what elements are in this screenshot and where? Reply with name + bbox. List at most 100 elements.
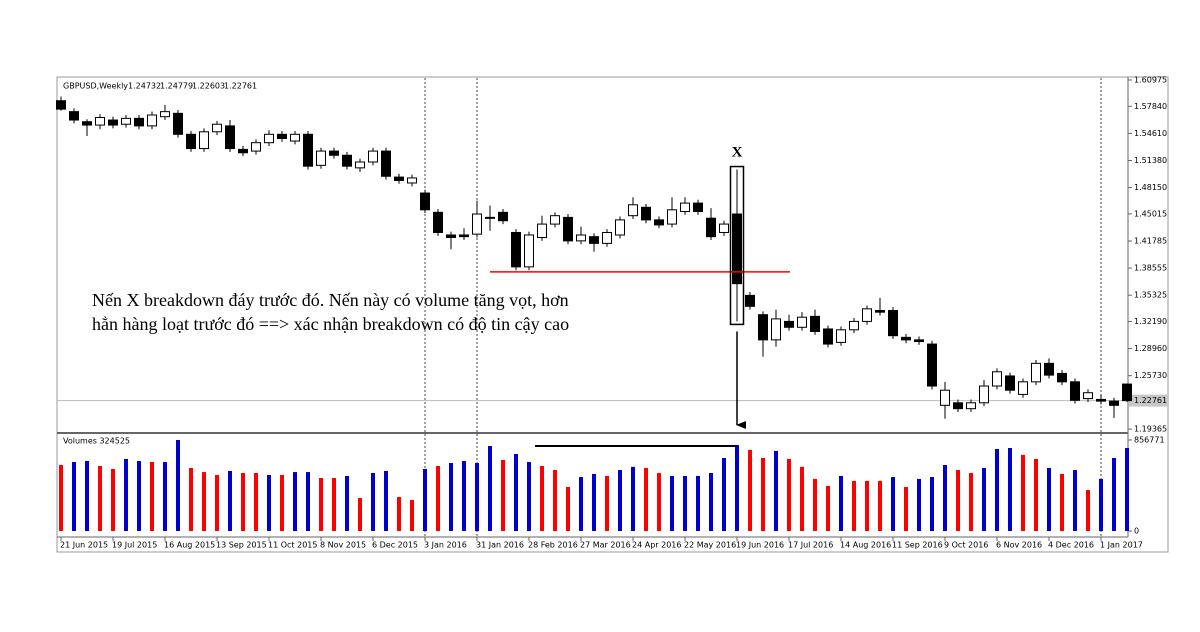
candle-body	[1096, 398, 1106, 402]
highlight-box	[729, 165, 745, 326]
candle-body	[836, 329, 846, 343]
candle-body	[615, 219, 625, 236]
candle-body	[706, 217, 716, 238]
candle-body	[407, 177, 417, 184]
candle-body	[667, 209, 677, 225]
candle-body	[641, 206, 651, 221]
x-tick-label: 16 Aug 2015	[164, 541, 215, 550]
candle-body	[745, 294, 755, 307]
candle-body	[355, 161, 365, 169]
candle-body	[1005, 375, 1015, 391]
volume-label: Volumes 324525	[63, 437, 130, 446]
y-tick-label: 1.25730	[1134, 371, 1167, 380]
candle-body	[732, 213, 742, 285]
candle-body	[173, 112, 183, 135]
candle-body	[199, 131, 209, 150]
candle-body	[472, 213, 482, 235]
candle-body	[264, 133, 274, 144]
candle-body	[56, 100, 66, 110]
x-tick-label: 8 Nov 2015	[320, 541, 366, 550]
header-low: 1.22603	[192, 82, 225, 91]
candle-body	[602, 231, 612, 244]
x-tick-label: 9 Oct 2016	[944, 541, 988, 550]
x-tick-label: 14 Aug 2016	[840, 541, 891, 550]
candle-body	[329, 150, 339, 156]
y-tick-label: 1.54610	[1134, 129, 1167, 138]
y-tick-label: 1.57840	[1134, 102, 1167, 111]
x-tick-label: 11 Oct 2015	[268, 541, 317, 550]
candle-body	[719, 223, 729, 233]
header-high: 1.24779	[160, 82, 193, 91]
x-tick-label: 13 Sep 2015	[216, 541, 267, 550]
current-price-box	[1129, 394, 1167, 407]
candle-body	[251, 142, 261, 152]
x-tick-label: 6 Nov 2016	[996, 541, 1042, 550]
candle-body	[342, 154, 352, 167]
y-tick-label: 1.51380	[1134, 156, 1167, 165]
candle-body	[394, 176, 404, 181]
candle-body	[290, 133, 300, 142]
candle-body	[212, 123, 222, 133]
x-tick-label: 4 Dec 2016	[1048, 541, 1094, 550]
y-tick-label: 1.19365	[1134, 425, 1167, 434]
candle-body	[537, 223, 547, 239]
candle-body	[680, 202, 690, 212]
candle-body	[368, 150, 378, 163]
x-tick-label: 1 Jan 2017	[1100, 541, 1143, 550]
candle-body	[914, 339, 924, 343]
header-close: 1.22761	[224, 82, 257, 91]
candle-body	[953, 402, 963, 410]
x-tick-label: 3 Jan 2016	[424, 541, 467, 550]
current-price-label: 1.22761	[1134, 396, 1167, 405]
candle-body	[771, 318, 781, 341]
candle-body	[940, 389, 950, 406]
candle-body	[563, 216, 573, 242]
candle-body	[888, 310, 898, 337]
candle-body	[277, 133, 287, 139]
y-tick-label: 1.35325	[1134, 291, 1167, 300]
candle-body	[654, 219, 664, 226]
candle-body	[69, 111, 79, 121]
x-tick-label: 19 Jul 2015	[112, 541, 157, 550]
candle-body	[979, 385, 989, 404]
candle-body	[420, 192, 430, 211]
y-tick-label: 1.48150	[1134, 183, 1167, 192]
volume-tick-label: 0	[1134, 527, 1139, 536]
x-tick-label: 31 Jan 2016	[476, 541, 524, 550]
candle-body	[823, 328, 833, 345]
candle-body	[628, 204, 638, 217]
candle-body	[758, 314, 768, 341]
candle-body	[381, 150, 391, 177]
candle-body	[303, 133, 313, 167]
candle-body	[1122, 383, 1132, 402]
candle-body	[1018, 381, 1028, 395]
candle-body	[121, 117, 131, 125]
x-tick-label: 6 Dec 2015	[372, 541, 418, 550]
candle-body	[589, 236, 599, 244]
candle-body	[238, 148, 248, 154]
candle-body	[498, 211, 508, 222]
candle-body	[134, 117, 144, 127]
candle-body	[95, 117, 105, 126]
y-tick-label: 1.32190	[1134, 317, 1167, 326]
header-open: 1.24732	[128, 82, 161, 91]
candle-body	[927, 343, 937, 387]
candle-body	[966, 402, 976, 410]
candle-body	[992, 371, 1002, 387]
x-tick-label: 19 Jun 2016	[736, 541, 784, 550]
annotation-line: hẳn hàng loạt trước đó ==> xác nhận brea…	[92, 314, 569, 334]
candle-body	[1083, 392, 1093, 400]
candle-body	[862, 308, 872, 322]
candle-body	[108, 119, 118, 126]
candle-body	[433, 211, 443, 233]
x-tick-label: 27 Mar 2016	[580, 541, 631, 550]
candle-body	[1057, 372, 1067, 383]
candle-body	[511, 231, 521, 268]
x-tick-label: 11 Sep 2016	[892, 541, 943, 550]
y-tick-label: 1.28960	[1134, 344, 1167, 353]
x-tick-label: 24 Apr 2016	[632, 541, 681, 550]
candle-body	[784, 320, 794, 328]
candle-body	[849, 320, 859, 331]
candle-body	[693, 202, 703, 212]
